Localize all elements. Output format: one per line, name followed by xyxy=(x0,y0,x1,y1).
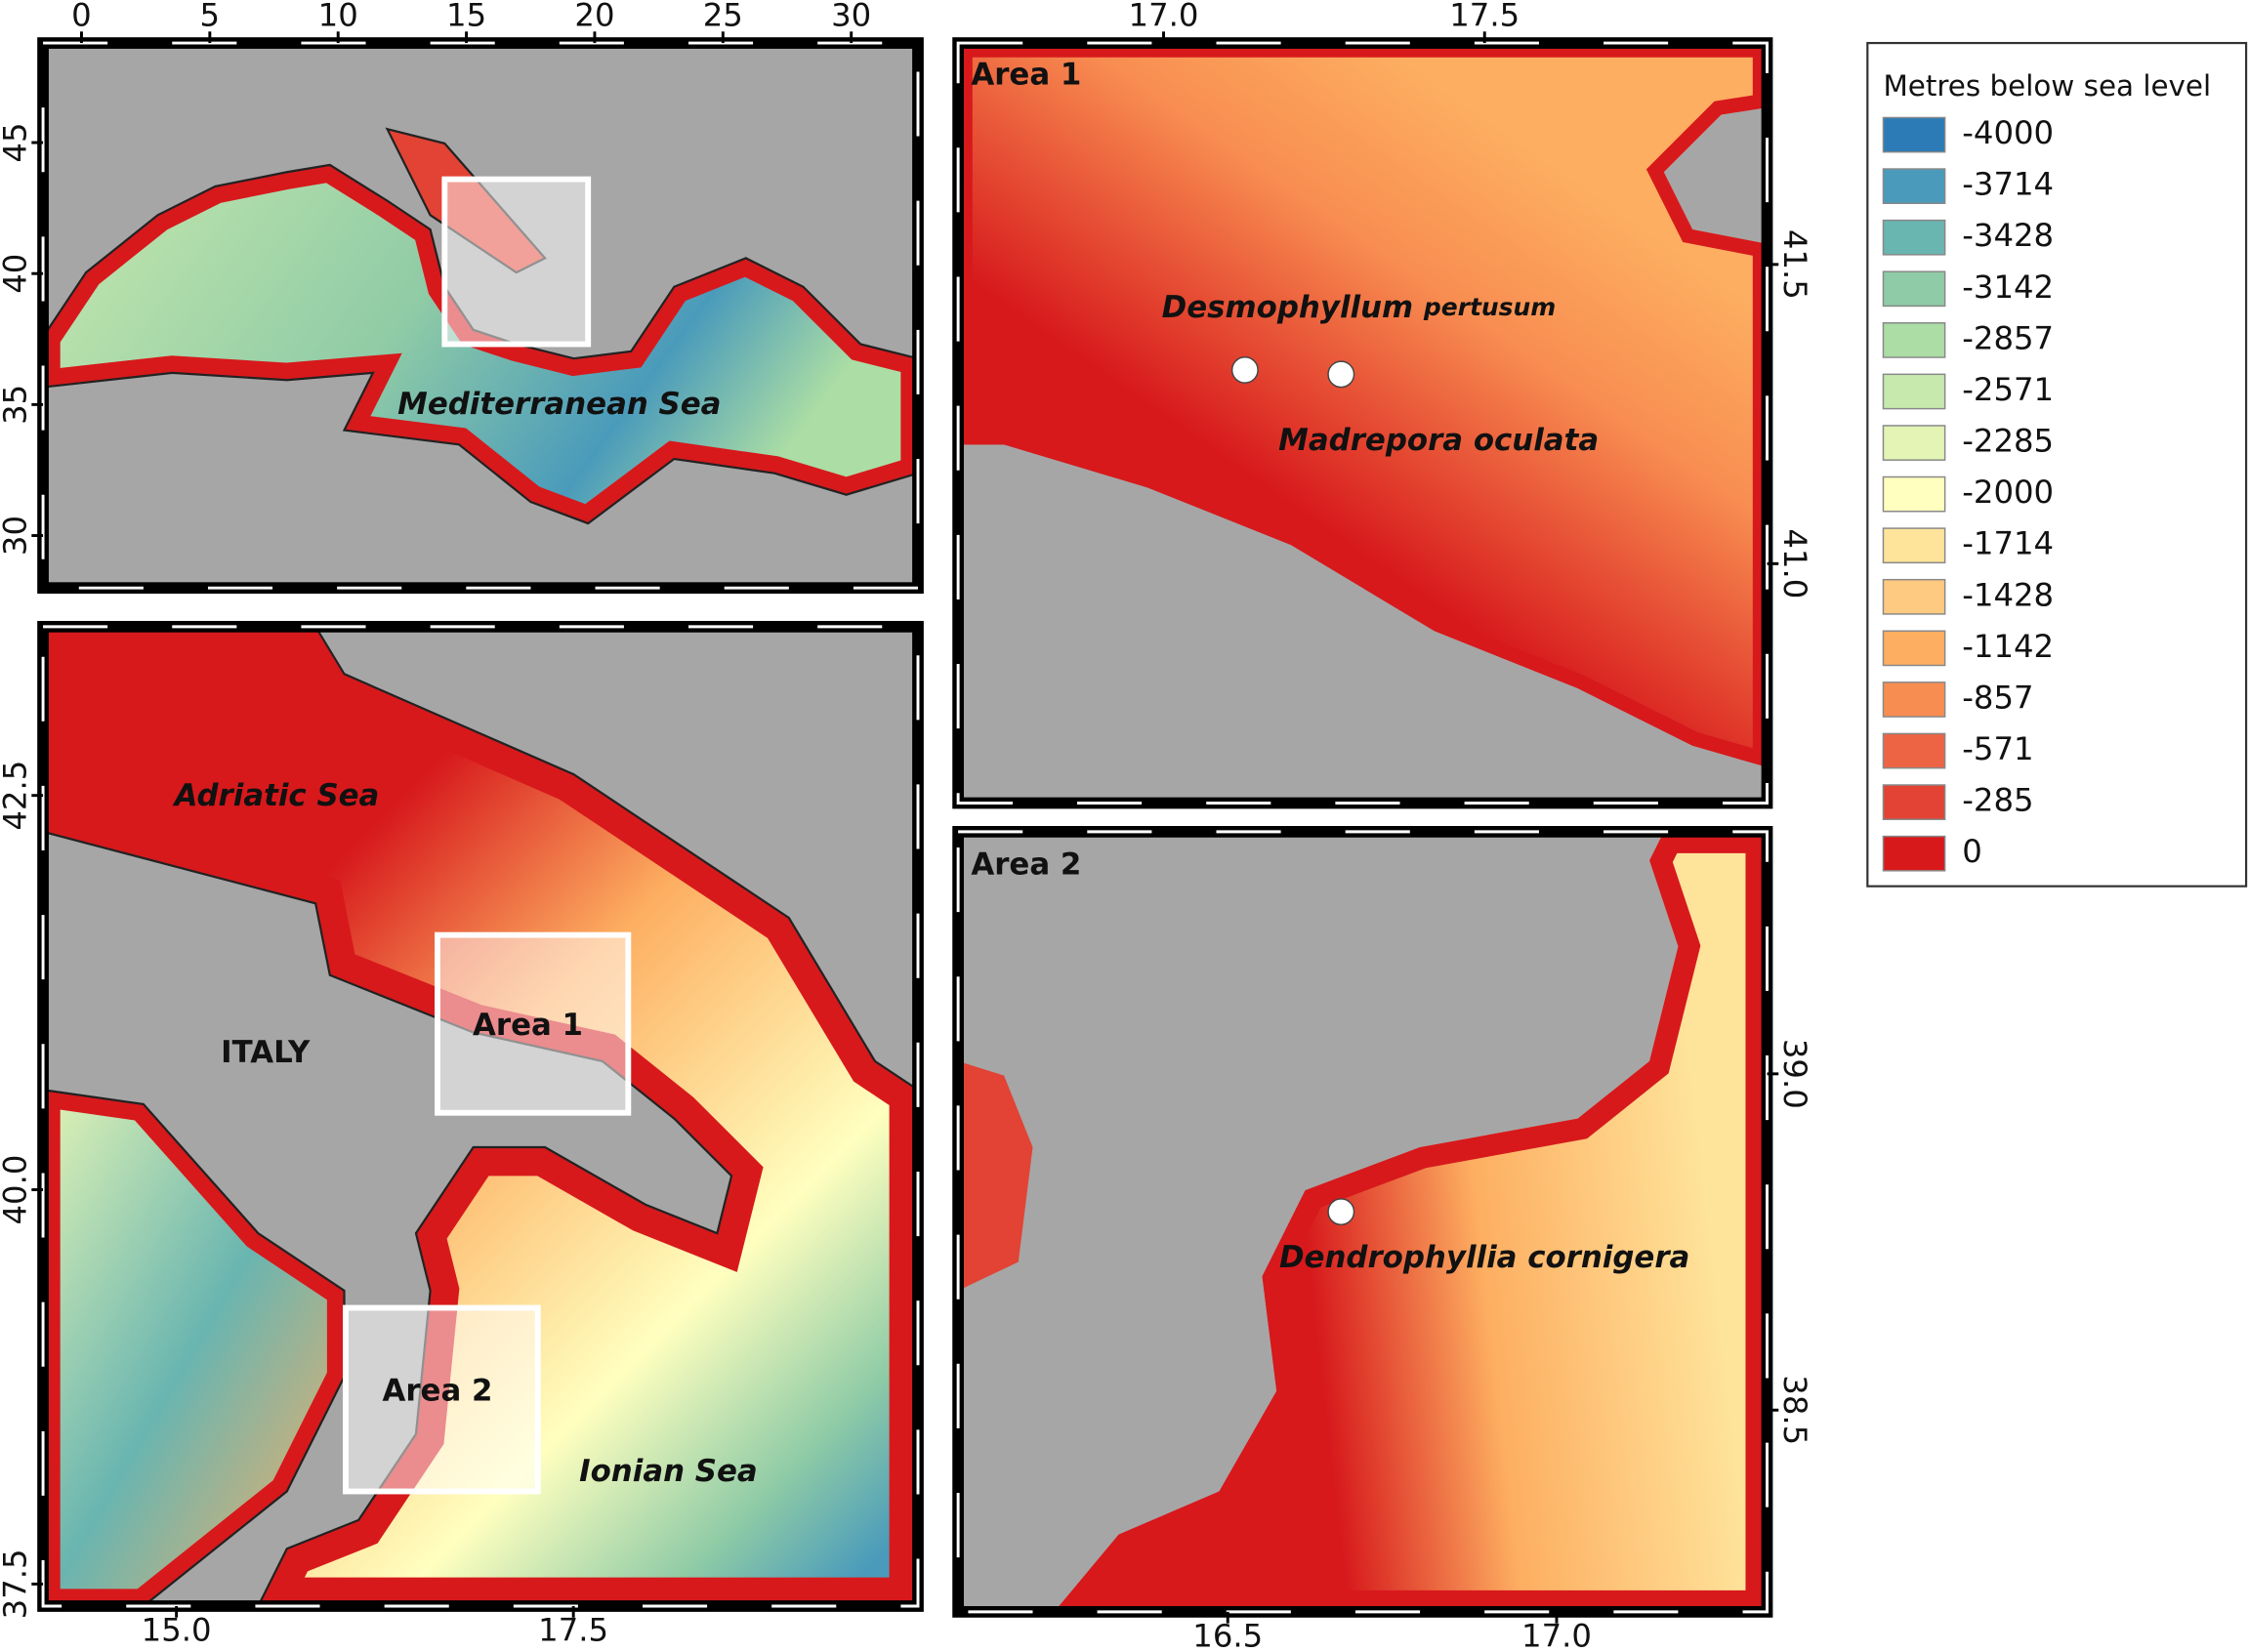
country-label: ITALY xyxy=(221,1035,311,1070)
legend-label: -285 xyxy=(1962,782,2033,819)
y-tick-label: 42.5 xyxy=(0,761,34,831)
x-tick-label: 0 xyxy=(71,0,92,34)
epithet: pertusum xyxy=(1423,293,1556,321)
area-label: Area 2 xyxy=(382,1374,492,1409)
frame-scale xyxy=(956,41,1769,805)
y-tick-label: 41.0 xyxy=(1776,528,1813,599)
panel-title: Area 2 xyxy=(971,847,1081,883)
legend-label: -2857 xyxy=(1962,319,2054,356)
sea-label: Adriatic Sea xyxy=(173,778,380,813)
x-tick-label: 10 xyxy=(318,0,358,34)
x-tick-label: 30 xyxy=(831,0,871,34)
species-label: Madrepora oculata xyxy=(1278,423,1599,458)
legend-swatch xyxy=(1882,681,1946,718)
y-tick-label: 38.5 xyxy=(1776,1375,1813,1445)
legend-label: -1714 xyxy=(1962,525,2054,562)
sea-label: Mediterranean Sea xyxy=(397,387,721,422)
legend-swatch xyxy=(1882,630,1946,667)
area-box xyxy=(435,931,632,1116)
legend-swatch xyxy=(1882,578,1946,615)
x-tick-label: 17.0 xyxy=(1521,1617,1592,1652)
x-tick-label: 17.0 xyxy=(1129,0,1199,34)
legend-swatch xyxy=(1882,527,1946,564)
legend-swatch xyxy=(1882,168,1946,205)
legend: Metres below sea level -4000 -3714 -3428 -3… xyxy=(1866,41,2248,888)
map-labels: Mediterranean Sea Adriatic Sea ITALY Ion… xyxy=(173,57,1690,1489)
panel-maps xyxy=(41,43,1768,1612)
y-tick-label: 40 xyxy=(0,254,34,294)
legend-title: Metres below sea level xyxy=(1883,69,2211,103)
area-box xyxy=(343,1304,541,1495)
legend-label: -3428 xyxy=(1962,217,2054,254)
legend-label: -2571 xyxy=(1962,371,2054,408)
legend-label: -1428 xyxy=(1962,576,2054,613)
y-tick-label: 30 xyxy=(0,516,34,556)
x-tick-label: 16.5 xyxy=(1192,1617,1263,1652)
x-tick-label: 20 xyxy=(574,0,614,34)
legend-label: -3142 xyxy=(1962,268,2054,306)
legend-label: -1142 xyxy=(1962,628,2054,665)
genus: Desmophyllum xyxy=(1162,289,1413,324)
x-tick-label: 17.5 xyxy=(538,1611,608,1648)
legend-swatch xyxy=(1882,322,1946,358)
legend-label: 0 xyxy=(1962,833,1982,870)
x-tick-label: 25 xyxy=(703,0,743,34)
x-tick-label: 5 xyxy=(200,0,221,34)
y-tick-label: 41.5 xyxy=(1776,229,1813,300)
y-tick-label: 45 xyxy=(0,122,34,162)
legend-swatch xyxy=(1882,835,1946,872)
y-tick-label: 39.0 xyxy=(1776,1039,1813,1109)
legend-label: -857 xyxy=(1962,679,2033,716)
legend-swatch xyxy=(1882,270,1946,308)
legend-label: -3714 xyxy=(1962,166,2054,203)
site xyxy=(1327,360,1355,389)
x-tick-label: 15.0 xyxy=(142,1611,212,1648)
legend-swatch xyxy=(1882,732,1946,769)
sea xyxy=(958,1060,1033,1291)
species-label: Dendrophyllia cornigera xyxy=(1279,1240,1689,1275)
y-tick-label: 35 xyxy=(0,385,34,425)
legend-label: -2285 xyxy=(1962,423,2054,460)
legend-label: -571 xyxy=(1962,730,2033,767)
sea-label: Ionian Sea xyxy=(579,1454,758,1489)
panel-title: Area 1 xyxy=(971,57,1081,92)
legend-label: -2000 xyxy=(1962,474,2054,511)
area-box xyxy=(441,176,592,348)
y-tick-label: 37.5 xyxy=(0,1549,34,1619)
legend-swatch xyxy=(1882,784,1946,820)
legend-label: -4000 xyxy=(1962,114,2054,151)
area-label: Area 1 xyxy=(473,1008,583,1043)
legend-swatch xyxy=(1882,373,1946,410)
site xyxy=(1327,1198,1355,1226)
legend-swatch xyxy=(1882,116,1946,153)
frame-scale xyxy=(41,625,920,1608)
frame-scale xyxy=(41,41,920,590)
legend-swatch xyxy=(1882,475,1946,513)
y-tick-label: 40.0 xyxy=(0,1155,34,1225)
legend-swatch xyxy=(1882,219,1946,256)
site xyxy=(1230,355,1259,384)
species-label: Desmophyllum pertusum xyxy=(1162,289,1557,324)
x-tick-label: 17.5 xyxy=(1449,0,1520,34)
legend-swatch xyxy=(1882,425,1946,461)
x-tick-label: 15 xyxy=(446,0,486,34)
frame-scale xyxy=(956,830,1769,1614)
